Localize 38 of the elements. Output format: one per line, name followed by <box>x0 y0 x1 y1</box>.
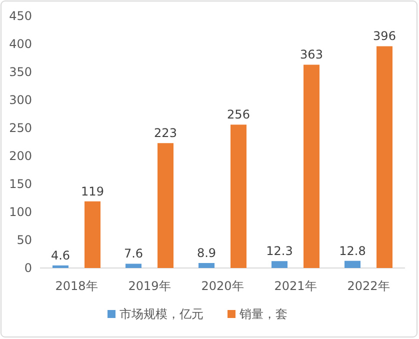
y-tick-label: 250 <box>9 121 32 135</box>
legend-label: 销量，套 <box>238 307 288 321</box>
y-tick-label: 400 <box>9 37 32 51</box>
data-label: 8.9 <box>196 246 216 260</box>
y-tick-label: 300 <box>9 93 32 107</box>
data-label: 223 <box>154 126 177 140</box>
data-label: 256 <box>227 108 250 122</box>
市场规模，亿元: 4.6 7.6 8.9 12.3 12.8 <box>50 244 366 268</box>
data-label: 12.3 <box>266 244 293 258</box>
bar <box>158 143 174 268</box>
y-tick-label: 200 <box>9 149 32 163</box>
x-tick-label: 2022年 <box>347 279 390 293</box>
bar <box>126 264 142 268</box>
y-tick-label: 50 <box>16 233 32 247</box>
data-label: 396 <box>373 29 396 44</box>
bar <box>198 263 214 268</box>
y-tick-label: 450 <box>9 9 32 23</box>
data-label: 12.8 <box>339 244 366 258</box>
data-label: 4.6 <box>50 248 70 262</box>
bar <box>84 201 100 268</box>
bar <box>376 46 392 268</box>
bar <box>304 64 320 268</box>
y-tick-label: 0 <box>24 261 32 275</box>
bar <box>344 260 360 268</box>
data-label: 7.6 <box>124 246 144 261</box>
bar <box>230 124 246 268</box>
data-label: 363 <box>300 48 323 62</box>
bar <box>272 261 288 268</box>
x-tick-label: 2019年 <box>128 279 171 293</box>
data-label: 119 <box>81 184 104 198</box>
bar <box>52 265 68 268</box>
x-tick-label: 2018年 <box>55 279 98 293</box>
legend-label: 市场规模，亿元 <box>120 307 204 321</box>
y-tick-label: 350 <box>9 65 32 79</box>
x-tick-label: 2020年 <box>201 279 244 293</box>
y-tick-label: 100 <box>9 205 32 219</box>
x-tick-label: 2021年 <box>274 279 317 293</box>
y-tick-label: 150 <box>9 177 32 191</box>
